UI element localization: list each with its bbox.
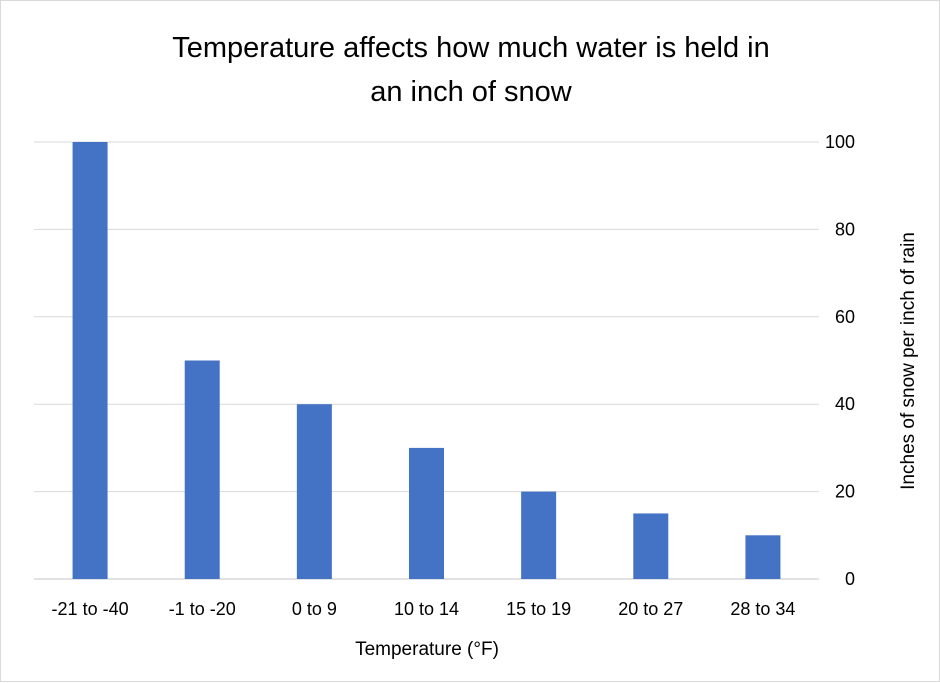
chart-title-line-1: Temperature affects how much water is he… (172, 32, 769, 64)
y-axis-tick-labels: 0 20 40 60 80 100 (825, 132, 855, 589)
x-axis-title: Temperature (°F) (355, 639, 499, 660)
x-axis-tick-labels: -21 to -40 -1 to -20 0 to 9 10 to 14 15 to 1… (52, 599, 796, 619)
x-tick-label: -21 to -40 (52, 599, 129, 619)
x-tick-label: 20 to 27 (618, 599, 683, 619)
x-tick-label: 10 to 14 (394, 599, 459, 619)
y-tick-label: 20 (835, 482, 855, 502)
y-tick-label: 60 (835, 307, 855, 327)
chart-title-line-2: an inch of snow (370, 76, 573, 108)
bar (521, 491, 557, 579)
y-tick-label: 40 (835, 394, 855, 414)
bar (409, 447, 444, 579)
x-tick-label: 28 to 34 (730, 599, 795, 619)
x-tick-label: 15 to 19 (506, 599, 571, 619)
bar (184, 360, 220, 579)
bar (633, 513, 669, 579)
y-tick-label: 100 (825, 132, 855, 152)
gridlines (34, 141, 819, 580)
bar (296, 404, 332, 579)
x-tick-label: -1 to -20 (169, 599, 236, 619)
bar (745, 535, 781, 579)
y-tick-label: 80 (835, 219, 855, 239)
x-tick-label: 0 to 9 (292, 599, 337, 619)
y-tick-label: 0 (845, 569, 855, 589)
bars (72, 142, 781, 579)
y-axis-title: Inches of snow per inch of rain (898, 232, 919, 490)
bar (72, 142, 108, 579)
